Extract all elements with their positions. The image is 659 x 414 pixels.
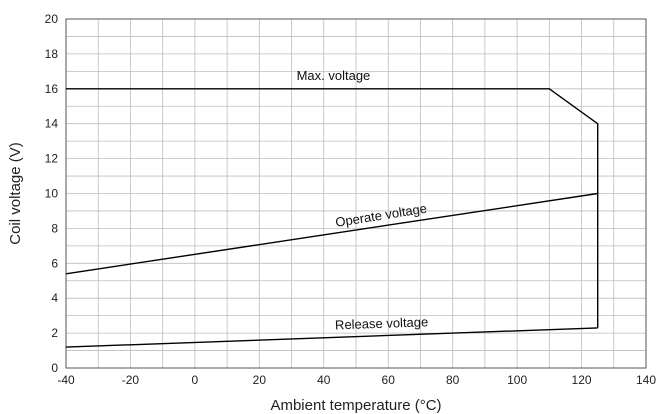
curve-label: Max. voltage: [297, 68, 371, 83]
x-tick-label: -40: [57, 373, 75, 387]
y-tick-label: 0: [51, 361, 58, 375]
y-tick-label: 20: [45, 12, 59, 26]
x-tick-label: 140: [636, 373, 656, 387]
x-tick-label: 40: [317, 373, 331, 387]
series-group: [65, 88, 599, 348]
y-tick-label: 8: [51, 221, 58, 235]
annotations: Max. voltage Operate voltage Release volta…: [297, 68, 429, 332]
y-tick-label: 16: [45, 82, 59, 96]
x-tick-label: 100: [507, 373, 527, 387]
x-axis-ticks: -40 -20 0 20 40 60 80 100 120 140: [57, 373, 656, 387]
y-tick-label: 2: [51, 326, 58, 340]
y-axis-title: Coil voltage (V): [7, 142, 24, 245]
plot-frame: [65, 18, 647, 369]
series-line-2: [65, 192, 599, 328]
y-axis-ticks: 0 2 4 6 8 10 12 14 16 18 20: [45, 12, 59, 375]
x-tick-label: 80: [446, 373, 460, 387]
y-tick-label: 10: [45, 187, 59, 201]
x-tick-label: -20: [122, 373, 140, 387]
x-tick-label: 0: [192, 373, 199, 387]
y-tick-label: 4: [51, 291, 58, 305]
x-tick-label: 120: [572, 373, 592, 387]
curve-label: Release voltage: [335, 314, 429, 332]
y-tick-label: 12: [45, 152, 59, 166]
series-line-1: [66, 88, 599, 194]
x-tick-label: 20: [253, 373, 267, 387]
y-tick-label: 6: [51, 256, 58, 270]
grid-lines: [65, 18, 647, 369]
series-line-3: [65, 327, 598, 348]
y-tick-label: 18: [45, 47, 59, 61]
curve-label: Operate voltage: [334, 201, 428, 230]
y-tick-label: 14: [45, 117, 59, 131]
x-tick-label: 60: [382, 373, 396, 387]
x-axis-title: Ambient temperature (°C): [270, 397, 441, 414]
